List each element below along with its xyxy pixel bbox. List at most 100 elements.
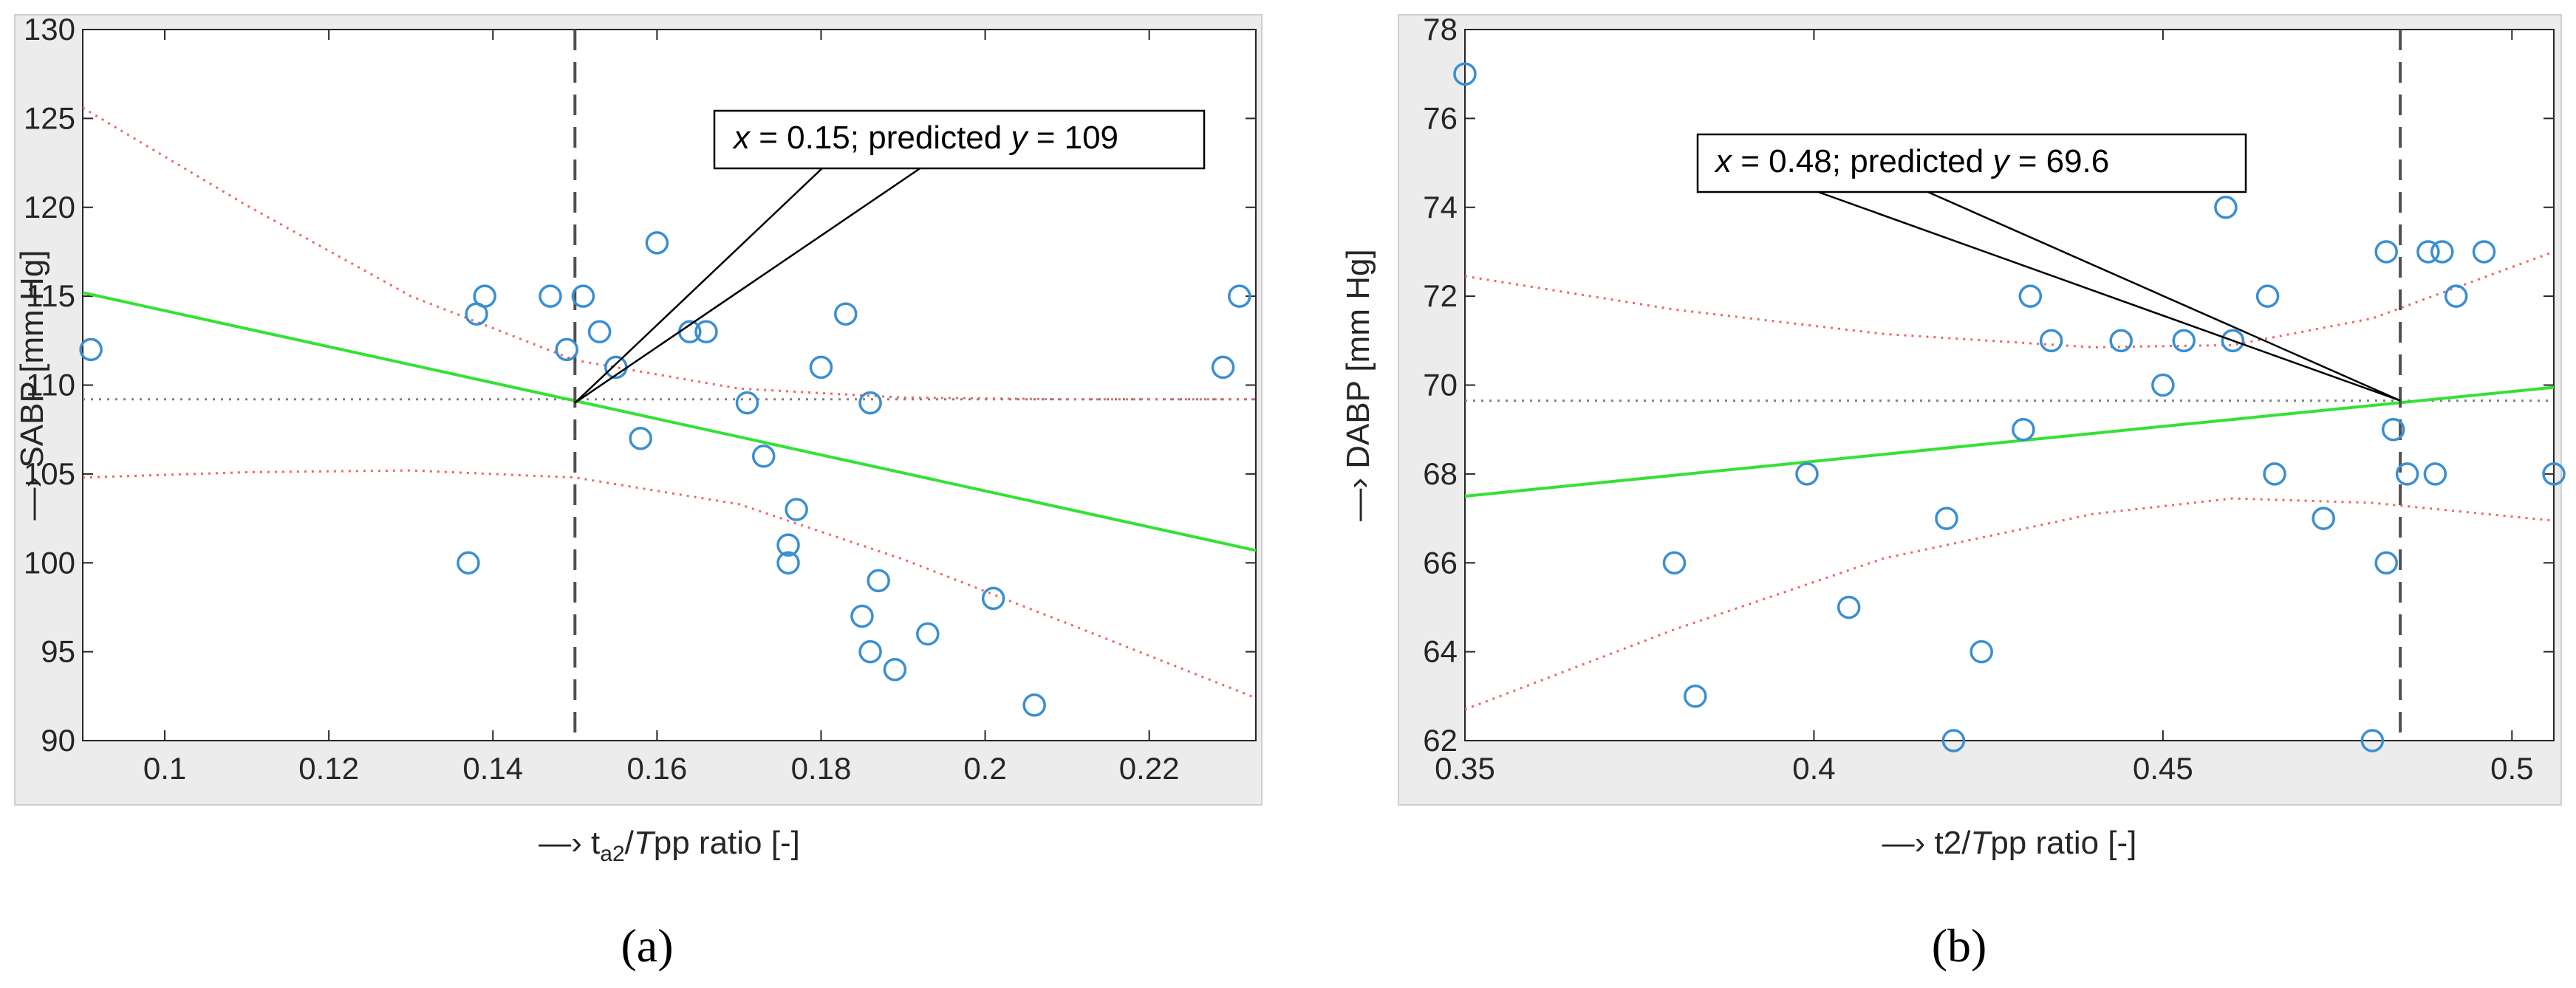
data-point — [1211, 355, 1235, 380]
data-point — [850, 604, 874, 628]
x-tick-label: 0.35 — [1435, 751, 1495, 786]
x-tick-label: 0.1 — [143, 751, 186, 786]
x-tick-label: 0.12 — [298, 751, 359, 786]
data-point — [2423, 462, 2447, 486]
data-point — [629, 426, 652, 450]
x-tick-label: 0.4 — [1792, 751, 1835, 786]
y-tick-label: 76 — [1423, 100, 1458, 135]
annotation-y-text: = 69.6 — [2009, 143, 2109, 179]
x-axis-label-prefix: —› — [1882, 825, 1935, 861]
data-point — [2172, 329, 2196, 353]
y-tick-label: 68 — [1423, 456, 1458, 491]
data-point — [1935, 507, 1958, 530]
chart-panel-a: 0.1 0.12 0.14 0.16 0.18 0.2 0.22 90 95 100 105 110 1… — [14, 12, 1263, 972]
data-point — [2542, 462, 2566, 486]
callout-leader — [574, 168, 823, 404]
data-point — [2444, 284, 2468, 308]
y-tick-label: 66 — [1423, 545, 1458, 580]
chart-panel-b: 0.35 0.4 0.45 0.5 62 64 66 68 70 72 74 76 78 x = 0.48… — [1340, 12, 2566, 972]
y-axis-label: —› SABP [mm Hg] — [14, 250, 50, 521]
data-point — [2012, 417, 2035, 442]
data-point — [79, 337, 103, 362]
data-point — [883, 657, 907, 682]
y-tick-label: 130 — [24, 12, 75, 47]
data-point — [858, 391, 882, 415]
regression-fit-line — [82, 291, 1257, 552]
x-axis-label-slash: / — [1961, 825, 1971, 861]
annotation-y-var: y — [1008, 120, 1029, 156]
data-point — [473, 284, 496, 308]
x-axis-label-rest: pp ratio [-] — [1990, 825, 2136, 861]
data-point — [457, 551, 480, 574]
data-point — [2430, 240, 2454, 264]
x-tick-label: 0.5 — [2490, 751, 2533, 786]
data-point — [2255, 284, 2280, 308]
x-axis-label: —› t2/Tpp ratio [-] — [1882, 825, 2137, 861]
data-point — [867, 569, 890, 593]
data-point — [2151, 373, 2175, 397]
data-point — [735, 391, 759, 415]
regression-fit-line — [1464, 385, 2555, 498]
x-axis-label-rest: pp ratio [-] — [654, 825, 800, 861]
data-point — [1941, 729, 1966, 752]
annotation-x-var: x — [1714, 143, 1733, 179]
data-point — [587, 320, 612, 344]
x-tick-label: 0.45 — [2133, 751, 2193, 786]
data-point — [1795, 462, 1819, 486]
x-tick-label: 0.2 — [963, 751, 1006, 786]
x-axis-label-t: t — [591, 825, 600, 861]
data-point — [1684, 685, 1707, 708]
annotation-box — [713, 109, 1206, 170]
data-point — [1969, 639, 1993, 664]
data-point — [1228, 284, 1251, 308]
data-point — [645, 231, 669, 255]
confidence-bound-lower — [1464, 497, 2555, 711]
y-tick-label: 62 — [1423, 723, 1458, 758]
data-point — [2221, 329, 2245, 353]
data-point — [776, 533, 800, 557]
y-tick-label: 64 — [1423, 634, 1458, 669]
annotation-text: x = 0.48; predicted y = 69.6 — [1714, 143, 2109, 179]
data-point — [2018, 284, 2043, 308]
annotation-x-text: = 0.15; predicted — [750, 120, 1011, 156]
data-point — [2109, 329, 2133, 353]
y-tick-label: 72 — [1423, 278, 1458, 313]
callout-leader — [574, 167, 921, 404]
data-point — [1453, 62, 1477, 86]
data-point — [2214, 196, 2238, 219]
data-point — [555, 337, 578, 362]
y-tick-label: 90 — [41, 723, 75, 758]
data-point — [1662, 551, 1687, 574]
data-point — [916, 622, 940, 646]
data-point — [571, 284, 595, 308]
data-point — [776, 551, 800, 574]
x-tick-label: 0.14 — [462, 751, 523, 786]
x-tick-label: 0.18 — [791, 751, 852, 786]
annotation-box — [1696, 133, 2247, 193]
y-tick-label: 115 — [26, 278, 75, 313]
annotation-y-text: = 109 — [1027, 120, 1118, 156]
x-axis-label-tpp: T — [634, 825, 656, 861]
x-tick-label: 0.22 — [1119, 751, 1180, 786]
x-axis-label-subscript: a2 — [600, 842, 624, 866]
x-axis-label: —› ta2/Tpp ratio [-] — [539, 825, 800, 866]
annotation-text: x = 0.15; predicted y = 109 — [732, 120, 1118, 156]
confidence-bound-upper — [82, 106, 1256, 401]
y-tick-label: 78 — [1423, 12, 1458, 47]
x-axis-label-slash: / — [625, 825, 635, 861]
data-point — [858, 639, 882, 664]
annotation-y-var: y — [1990, 143, 2011, 179]
data-point — [785, 498, 808, 521]
y-tick-label: 125 — [24, 100, 75, 135]
data-point — [2374, 551, 2398, 574]
data-point — [981, 586, 1005, 611]
callout-leader — [1927, 191, 2401, 402]
callout-leader — [1817, 191, 2401, 402]
y-tick-label: 70 — [1423, 368, 1458, 402]
y-tick-label: 120 — [24, 190, 75, 224]
data-point — [751, 445, 776, 468]
y-tick-label: 100 — [24, 545, 75, 580]
data-point — [834, 302, 858, 326]
annotation-x-text: = 0.48; predicted — [1732, 143, 1992, 179]
